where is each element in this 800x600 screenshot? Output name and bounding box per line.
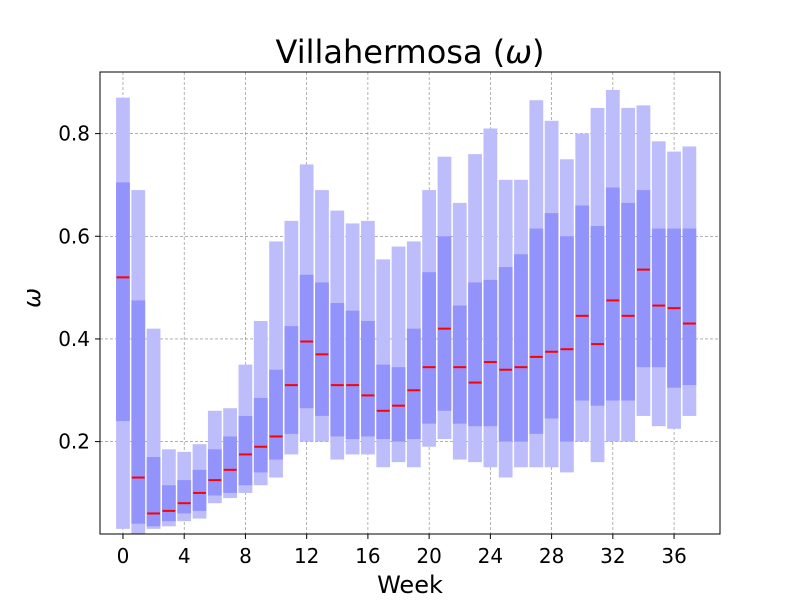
inner-bar-week-24	[483, 279, 498, 427]
inner-bar-week-7	[223, 436, 238, 493]
x-tick-label: 16	[355, 544, 380, 568]
inner-bar-week-22	[452, 305, 467, 424]
x-tick-label: 24	[478, 544, 503, 568]
inner-bar-week-18	[391, 367, 406, 442]
inner-bar-week-20	[422, 272, 437, 424]
inner-range-bars	[116, 182, 697, 527]
y-tick-label: 0.4	[58, 327, 90, 351]
inner-bar-week-9	[253, 397, 268, 473]
inner-bar-week-6	[207, 449, 222, 496]
x-tick-label: 20	[416, 544, 441, 568]
inner-bar-week-19	[406, 328, 421, 440]
inner-bar-week-4	[177, 480, 192, 514]
inner-bar-week-30	[575, 205, 590, 401]
inner-bar-week-21	[437, 236, 452, 411]
inner-bar-week-28	[544, 213, 559, 419]
inner-bar-week-25	[498, 267, 513, 442]
inner-bar-week-16	[361, 320, 375, 437]
inner-bar-week-13	[315, 282, 329, 416]
y-axis-label: ω	[18, 288, 46, 308]
inner-bar-week-35	[651, 228, 666, 368]
inner-bar-week-17	[376, 364, 391, 440]
inner-bar-week-3	[162, 485, 176, 522]
inner-bar-week-5	[192, 469, 207, 511]
x-tick-label: 12	[294, 544, 319, 568]
inner-bar-week-26	[514, 254, 528, 442]
inner-bar-week-0	[116, 182, 130, 422]
x-tick-label: 32	[600, 544, 625, 568]
inner-bar-week-27	[529, 228, 544, 434]
inner-bar-week-11	[284, 326, 299, 434]
inner-bar-week-8	[238, 415, 253, 486]
inner-bar-week-10	[269, 369, 283, 460]
plot-frame	[99, 71, 721, 535]
y-tick-label: 0.6	[58, 224, 90, 248]
inner-bar-week-29	[560, 236, 574, 442]
inner-bar-week-2	[146, 457, 161, 527]
median-markers	[116, 268, 696, 515]
x-axis-ticks: 0 4 8 12 16 20 24 28 32 36	[117, 534, 687, 568]
chart-title: Villahermosa (ω)	[276, 33, 545, 71]
y-axis-ticks: 0.2 0.4 0.6 0.8	[58, 122, 100, 454]
inner-bar-week-23	[468, 282, 482, 427]
x-tick-label: 8	[239, 544, 252, 568]
x-tick-label: 36	[661, 544, 686, 568]
inner-bar-week-14	[330, 303, 345, 437]
x-tick-label: 28	[539, 544, 564, 568]
x-axis-label: Week	[377, 571, 443, 599]
inner-bar-week-31	[590, 226, 605, 406]
x-tick-label: 4	[178, 544, 191, 568]
y-tick-label: 0.8	[58, 122, 90, 146]
y-tick-label: 0.2	[58, 430, 90, 454]
inner-bar-week-34	[636, 190, 651, 368]
inner-bar-week-1	[131, 300, 146, 524]
inner-bar-week-37	[682, 228, 697, 386]
inner-bar-week-33	[621, 202, 636, 401]
inner-bar-week-32	[605, 187, 620, 401]
inner-bar-week-15	[345, 310, 360, 440]
x-tick-label: 0	[117, 544, 130, 568]
